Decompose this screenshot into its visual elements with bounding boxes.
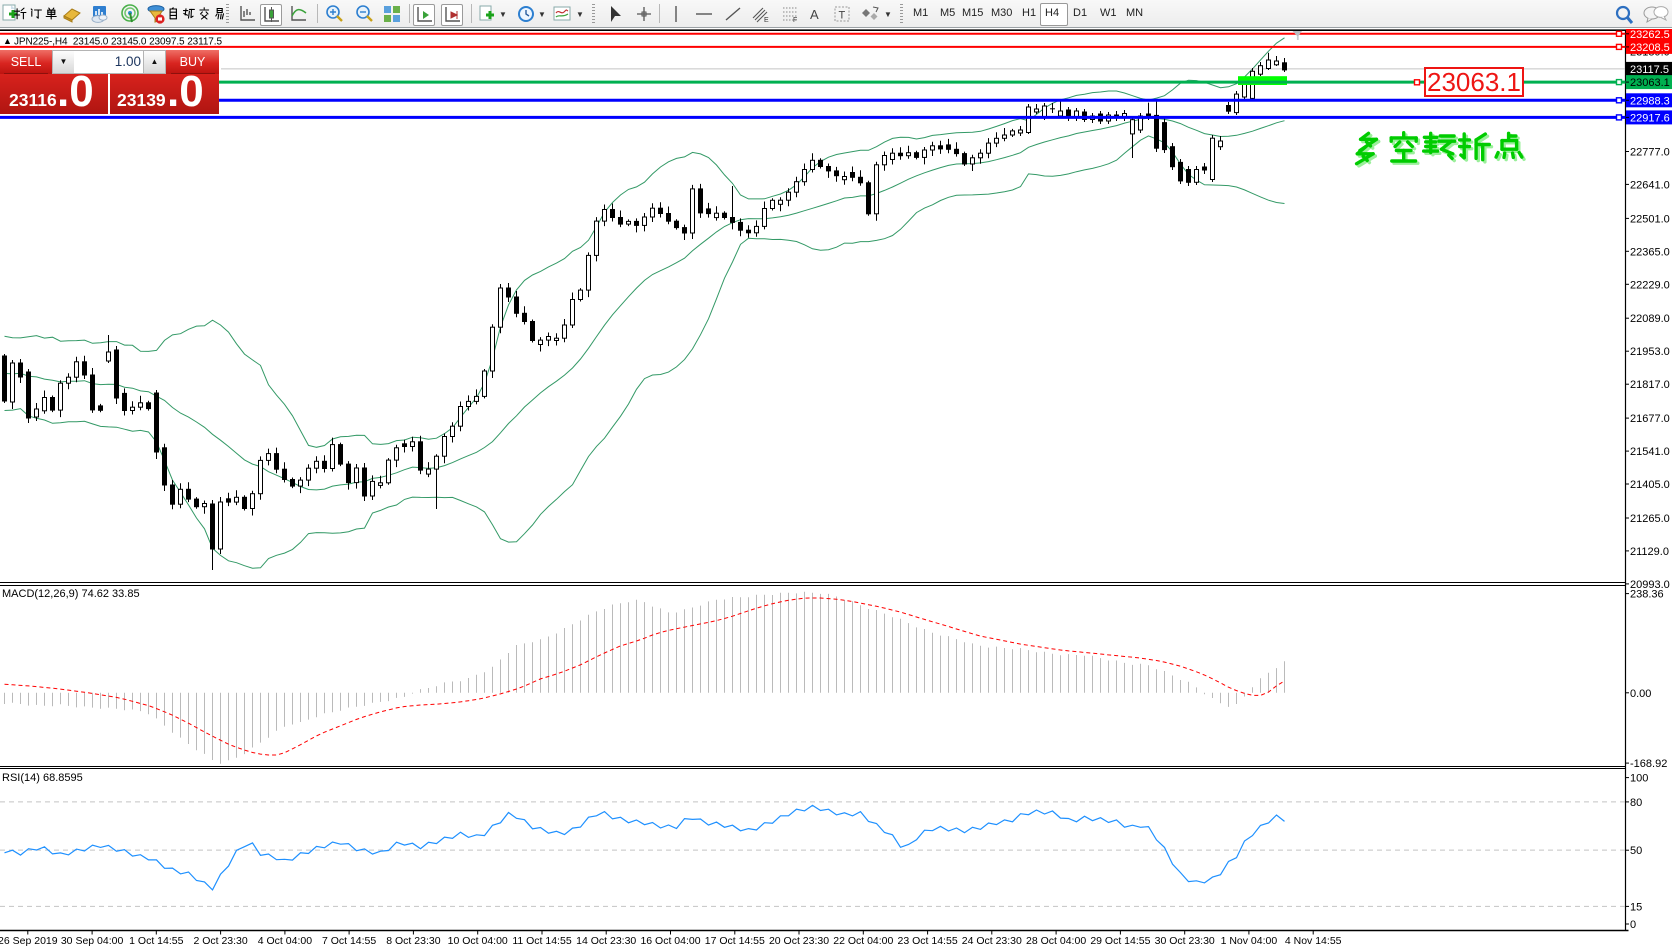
svg-text:23262.5: 23262.5 (1630, 29, 1670, 41)
svg-text:23 Oct 14:55: 23 Oct 14:55 (898, 935, 958, 947)
svg-text:22777.0: 22777.0 (1630, 147, 1670, 159)
svg-text:1 Oct 14:55: 1 Oct 14:55 (129, 935, 183, 947)
svg-text:2 Oct 23:30: 2 Oct 23:30 (193, 935, 247, 947)
svg-text:4 Nov 14:55: 4 Nov 14:55 (1285, 935, 1342, 947)
svg-text:30 Oct 23:30: 30 Oct 23:30 (1155, 935, 1215, 947)
svg-text:50: 50 (1630, 845, 1642, 857)
svg-text:21677.0: 21677.0 (1630, 413, 1670, 425)
svg-text:0.00: 0.00 (1630, 688, 1651, 700)
svg-text:0: 0 (1630, 919, 1636, 931)
svg-text:100: 100 (1630, 773, 1648, 785)
svg-text:RSI(14) 68.8595: RSI(14) 68.8595 (2, 772, 83, 784)
svg-text:22501.0: 22501.0 (1630, 213, 1670, 225)
svg-text:80: 80 (1630, 797, 1642, 809)
svg-text:20993.0: 20993.0 (1630, 579, 1670, 591)
svg-text:17 Oct 14:55: 17 Oct 14:55 (705, 935, 765, 947)
svg-text:23208.5: 23208.5 (1630, 42, 1670, 54)
svg-text:22365.0: 22365.0 (1630, 246, 1670, 258)
svg-text:16 Oct 04:00: 16 Oct 04:00 (640, 935, 700, 947)
svg-text:26 Sep 2019: 26 Sep 2019 (0, 935, 58, 947)
svg-text:7 Oct 14:55: 7 Oct 14:55 (322, 935, 376, 947)
svg-text:21265.0: 21265.0 (1630, 513, 1670, 525)
svg-text:24 Oct 23:30: 24 Oct 23:30 (962, 935, 1022, 947)
svg-text:21129.0: 21129.0 (1630, 546, 1669, 558)
svg-text:22089.0: 22089.0 (1630, 313, 1670, 325)
svg-text:10 Oct 04:00: 10 Oct 04:00 (448, 935, 508, 947)
svg-text:8 Oct 23:30: 8 Oct 23:30 (386, 935, 440, 947)
svg-text:22917.6: 22917.6 (1630, 112, 1670, 124)
svg-text:238.36: 238.36 (1630, 589, 1664, 601)
svg-text:JPN225-,H4 23145.0 23145.0 23: JPN225-,H4 23145.0 23145.0 23097.5 23117… (14, 37, 222, 48)
svg-text:23063.1: 23063.1 (1630, 77, 1670, 89)
svg-text:14 Oct 23:30: 14 Oct 23:30 (576, 935, 636, 947)
svg-text:A: A (810, 7, 819, 22)
svg-text:15: 15 (1630, 901, 1642, 913)
svg-text:22 Oct 04:00: 22 Oct 04:00 (833, 935, 893, 947)
svg-text:-168.92: -168.92 (1630, 758, 1667, 770)
svg-text:21405.0: 21405.0 (1630, 479, 1670, 491)
svg-text:29 Oct 14:55: 29 Oct 14:55 (1090, 935, 1150, 947)
svg-text:21953.0: 21953.0 (1630, 346, 1670, 358)
svg-text:21541.0: 21541.0 (1630, 446, 1670, 458)
svg-text:▲: ▲ (3, 36, 12, 46)
svg-text:11 Oct 14:55: 11 Oct 14:55 (512, 935, 572, 947)
svg-text:F: F (793, 17, 797, 24)
svg-text:22229.0: 22229.0 (1630, 279, 1670, 291)
svg-text:E: E (764, 17, 769, 24)
svg-text:22641.0: 22641.0 (1630, 179, 1670, 191)
svg-text:30 Sep 04:00: 30 Sep 04:00 (61, 935, 124, 947)
svg-text:21817.0: 21817.0 (1630, 379, 1670, 391)
svg-text:28 Oct 04:00: 28 Oct 04:00 (1026, 935, 1086, 947)
svg-text:23117.5: 23117.5 (1630, 64, 1669, 76)
svg-text:T: T (839, 10, 846, 22)
svg-text:20 Oct 23:30: 20 Oct 23:30 (769, 935, 829, 947)
svg-text:MACD(12,26,9) 74.62 33.85: MACD(12,26,9) 74.62 33.85 (2, 588, 140, 600)
svg-text:22988.3: 22988.3 (1630, 95, 1670, 107)
svg-text:1 Nov 04:00: 1 Nov 04:00 (1221, 935, 1278, 947)
svg-text:4 Oct 04:00: 4 Oct 04:00 (258, 935, 312, 947)
